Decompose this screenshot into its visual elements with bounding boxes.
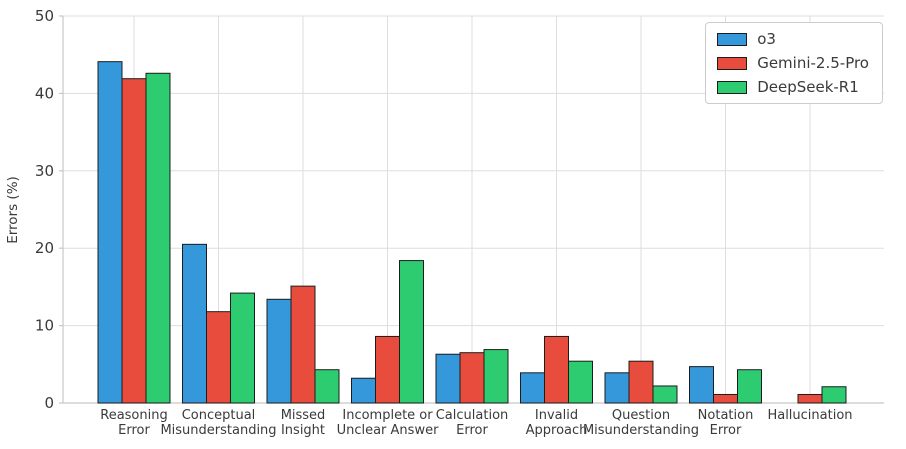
legend-swatch-icon <box>717 80 748 94</box>
legend-label: Gemini-2.5-Pro <box>757 54 869 72</box>
legend-item-deepseek-r1: DeepSeek-R1 <box>717 79 869 95</box>
bar-o3-cat7 <box>604 372 630 404</box>
y-tick-label: 50 <box>35 7 54 25</box>
x-tick-label: Incomplete or Unclear Answer <box>337 408 439 438</box>
legend-item-gemini-2-5-pro: Gemini-2.5-Pro <box>717 55 869 71</box>
bar-o3-cat8 <box>689 366 714 404</box>
bar-DeepSeek-R1-cat6 <box>568 360 593 404</box>
bar-Gemini-2.5-Pro-cat6 <box>544 335 569 404</box>
x-tick-label: Reasoning Error <box>100 408 167 438</box>
x-tick-label: Hallucination <box>767 408 852 423</box>
bar-DeepSeek-R1-cat9 <box>821 386 847 404</box>
bar-Gemini-2.5-Pro-cat8 <box>713 393 738 404</box>
y-tick-label: 30 <box>35 162 54 180</box>
bar-o3-cat4 <box>351 377 376 404</box>
x-tick-label: Question Misunderstanding <box>583 408 699 438</box>
x-tick-label: Missed Insight <box>281 408 326 438</box>
bar-Gemini-2.5-Pro-cat9 <box>797 393 823 404</box>
bar-Gemini-2.5-Pro-cat2 <box>206 311 231 404</box>
bar-Gemini-2.5-Pro-cat7 <box>628 360 654 404</box>
legend: o3 Gemini-2.5-Pro DeepSeek-R1 <box>705 22 883 104</box>
bar-o3-cat3 <box>266 298 292 404</box>
bar-DeepSeek-R1-cat8 <box>737 369 762 404</box>
x-tick-label: Calculation Error <box>436 408 509 438</box>
bar-DeepSeek-R1-cat1 <box>145 72 171 404</box>
legend-swatch-icon <box>717 56 748 70</box>
bar-DeepSeek-R1-cat2 <box>230 292 255 404</box>
bar-DeepSeek-R1-cat4 <box>399 260 424 404</box>
bar-DeepSeek-R1-cat7 <box>652 385 678 404</box>
bar-Gemini-2.5-Pro-cat3 <box>290 285 316 404</box>
bar-o3-cat5 <box>435 353 461 404</box>
bars-layer <box>97 61 847 404</box>
legend-item-o3: o3 <box>717 31 869 47</box>
bar-DeepSeek-R1-cat5 <box>483 349 509 404</box>
bar-Gemini-2.5-Pro-cat5 <box>459 352 485 404</box>
bar-Gemini-2.5-Pro-cat1 <box>121 78 147 404</box>
y-tick-label: 20 <box>35 239 54 257</box>
x-tick-label: Notation Error <box>698 408 754 438</box>
y-tick-label: 40 <box>35 84 54 102</box>
bar-DeepSeek-R1-cat3 <box>314 369 340 404</box>
x-tick-label: Invalid Approach <box>526 408 588 438</box>
x-tick-label: Conceptual Misunderstanding <box>160 408 276 438</box>
y-tick-label: 10 <box>35 317 54 335</box>
bar-o3-cat2 <box>182 243 207 404</box>
legend-swatch-icon <box>717 32 748 46</box>
legend-label: o3 <box>757 30 776 48</box>
y-axis-label: Errors (%) <box>5 176 21 244</box>
legend-label: DeepSeek-R1 <box>757 78 859 96</box>
y-tick-label: 0 <box>44 394 54 412</box>
bar-o3-cat6 <box>520 372 545 404</box>
bar-o3-cat1 <box>97 61 123 404</box>
bar-Gemini-2.5-Pro-cat4 <box>375 335 400 404</box>
